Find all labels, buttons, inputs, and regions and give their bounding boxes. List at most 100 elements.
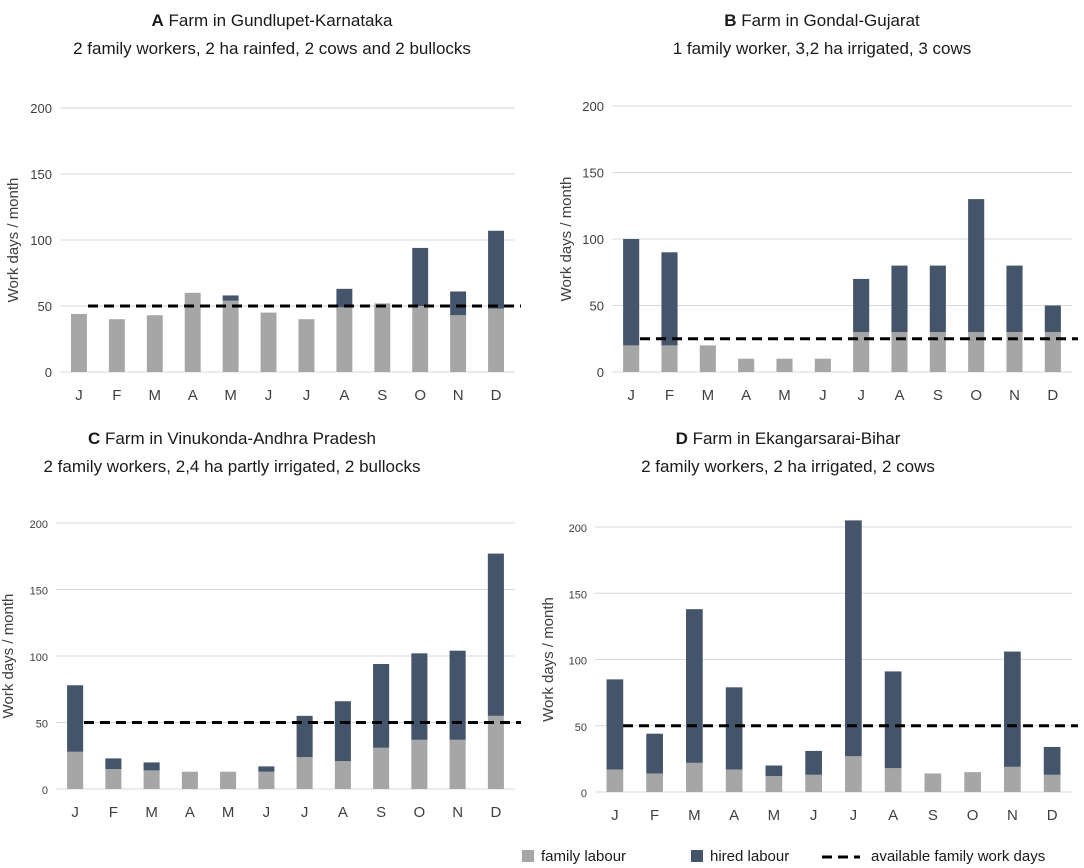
y-axis-label: Work days / month [558,177,575,302]
bar-family [105,769,122,789]
legend-available-label: available family work days [871,848,1045,865]
y-tick-label: 50 [38,299,52,314]
y-tick-label: 100 [30,233,52,248]
bar-hired [805,750,822,775]
bar-family [336,307,353,372]
x-tick-label: A [338,804,348,821]
bar-hired [296,715,313,758]
bar-hired [449,650,466,740]
bar-hired [606,679,624,770]
x-tick-label: J [301,804,309,821]
x-tick-label: D [1047,387,1058,404]
panel-letter: B [724,11,736,30]
y-tick-label: 150 [30,167,52,182]
legend-family-swatch [522,850,534,862]
x-tick-label: N [1007,807,1018,824]
y-tick-label: 150 [569,589,587,601]
legend: family labour hired labour available fam… [522,848,1045,865]
legend-hired-swatch [691,850,703,862]
x-tick-label: F [665,387,674,404]
x-tick-label: A [741,387,751,404]
x-tick-label: A [894,387,904,404]
panel-letter: A [152,11,164,30]
chart-title: A Farm in Gundlupet-Karnataka [152,11,393,30]
panel-d: D Farm in Ekangarsarai-Bihar 2 family wor… [540,429,1078,824]
x-tick-label: J [857,387,865,404]
x-tick-label: J [75,387,83,404]
title-text: Farm in Ekangarsarai-Bihar [688,429,901,448]
bar-family [845,756,862,792]
bar-hired [623,239,640,346]
bar-hired [891,265,908,333]
chart-subtitle: 2 family workers, 2,4 ha partly irrigate… [44,457,421,476]
x-tick-label: S [933,387,943,404]
x-tick-label: M [778,387,791,404]
bar-family [411,739,428,789]
bar-hired [884,671,902,769]
x-tick-label: O [414,804,426,821]
x-tick-label: O [967,807,979,824]
bar-family [964,772,981,792]
bar-hired [1006,265,1023,333]
bar-hired [1043,746,1061,775]
bar-hired [222,295,239,301]
bar-family [699,345,716,372]
x-tick-label: F [109,804,118,821]
bar-hired [67,685,84,752]
bar-family [776,358,793,372]
x-tick-label: J [611,807,619,824]
bar-family [143,770,160,789]
bar-family [374,303,391,372]
bar-hired [143,762,160,771]
x-tick-label: S [376,804,386,821]
bar-hired [929,265,946,333]
bar-hired [686,609,703,763]
y-tick-label: 0 [45,365,52,380]
bar-family [487,715,504,789]
bar-family [891,332,908,372]
bar-family [1004,766,1021,792]
bar-family [260,312,277,372]
y-tick-label: 200 [30,101,52,116]
y-tick-label: 200 [569,523,587,535]
bar-hired [646,733,663,774]
bar-family [184,292,201,372]
x-tick-label: S [928,807,938,824]
bar-hired [968,199,985,333]
bar-hired [488,230,505,309]
bar-hired [853,278,870,333]
bar-family [623,345,640,372]
y-tick-label: 0 [42,785,48,797]
chart-subtitle: 2 family workers, 2 ha irrigated, 2 cows [641,457,935,476]
bar-family [488,308,505,372]
bar-family [1006,332,1023,372]
y-tick-label: 200 [30,519,48,531]
x-tick-label: A [339,387,349,404]
bar-family [765,776,783,792]
bar-family [222,300,239,372]
x-tick-label: M [149,387,162,404]
bar-family [108,319,125,372]
bar-family [67,751,84,789]
x-tick-label: J [71,804,79,821]
bar-hired [1044,305,1061,333]
x-tick-label: A [888,807,898,824]
bar-family [450,315,467,372]
x-tick-label: A [729,807,739,824]
bar-family [853,332,870,372]
bar-hired [373,663,390,748]
legend-family-label: family labour [541,848,626,865]
bar-hired [412,247,429,306]
bar-family [924,773,942,792]
x-tick-label: J [303,387,311,404]
y-tick-label: 50 [36,719,48,731]
bar-family [738,358,755,372]
bar-family [1043,774,1061,792]
bar-family [70,313,87,372]
x-tick-label: J [819,387,827,404]
x-tick-label: M [224,387,237,404]
y-tick-label: 150 [30,586,48,598]
x-tick-label: N [1009,387,1020,404]
bar-family [298,319,315,372]
title-text: Farm in Vinukonda-Andhra Pradesh [100,429,376,448]
